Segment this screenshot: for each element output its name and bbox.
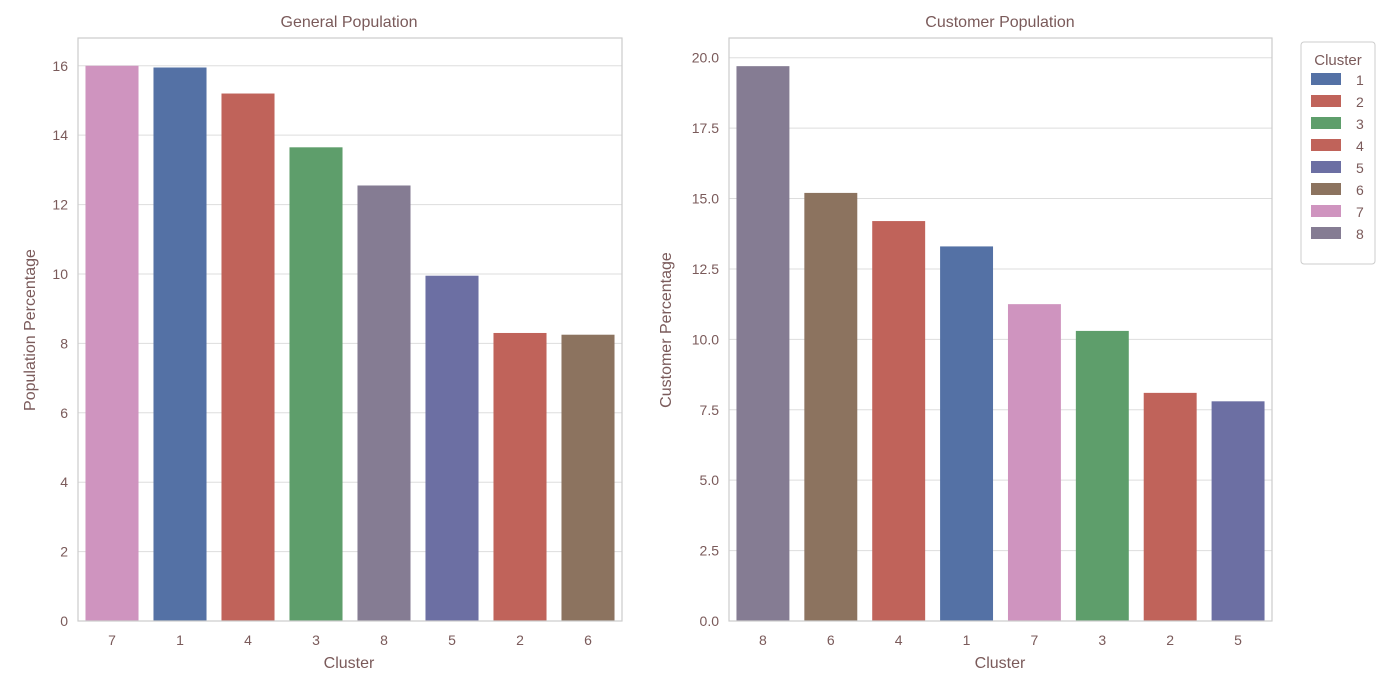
legend-swatch [1311, 205, 1341, 217]
y-tick-label: 14 [52, 127, 68, 143]
y-tick-label: 17.5 [692, 120, 719, 136]
x-tick-label: 5 [1234, 632, 1242, 648]
x-tick-label: 5 [448, 632, 456, 648]
bar-cluster-2 [493, 332, 547, 621]
y-tick-label: 8 [60, 335, 68, 351]
legend-swatch [1311, 95, 1341, 107]
legend-swatch [1311, 73, 1341, 85]
y-tick-label: 10.0 [692, 331, 719, 347]
bar-cluster-4 [872, 221, 926, 621]
x-axis-label: Cluster [324, 655, 375, 672]
y-tick-label: 0.0 [700, 613, 720, 629]
bar-cluster-5 [425, 275, 479, 621]
bar-cluster-7 [85, 65, 139, 621]
bar-cluster-7 [1007, 304, 1061, 621]
y-tick-label: 10 [52, 266, 68, 282]
bar-cluster-1 [940, 246, 994, 621]
y-axis-label: Customer Percentage [658, 252, 675, 408]
legend-entry-label: 2 [1356, 94, 1364, 110]
y-axis-label: Population Percentage [22, 249, 39, 411]
y-tick-label: 7.5 [700, 402, 720, 418]
chart-customer-population: Customer Population Cluster Customer Per… [658, 14, 1273, 672]
y-tick-label: 2.5 [700, 543, 720, 559]
bar-cluster-3 [1075, 330, 1129, 621]
chart-general-population: General Population Cluster Population Pe… [22, 14, 623, 672]
plot-frame [728, 37, 1273, 622]
bar-cluster-6 [804, 192, 858, 621]
x-tick-label: 8 [759, 632, 767, 648]
bar-cluster-5 [1211, 401, 1265, 621]
x-tick-label: 2 [516, 632, 524, 648]
legend-entry-label: 1 [1356, 72, 1364, 88]
x-tick-label: 1 [176, 632, 184, 648]
legend-swatch [1311, 117, 1341, 129]
y-tick-label: 0 [60, 613, 68, 629]
legend: Cluster 1 2 3 4 5 6 7 8 [1300, 41, 1376, 265]
y-tick-label: 6 [60, 405, 68, 421]
x-tick-label: 6 [827, 632, 835, 648]
bar-cluster-1 [153, 67, 207, 622]
bar-cluster-8 [736, 66, 790, 622]
bar-cluster-4 [221, 93, 275, 622]
legend-entry-label: 4 [1356, 138, 1364, 154]
bar-cluster-3 [289, 147, 343, 621]
x-tick-label: 7 [108, 632, 116, 648]
bar-cluster-6 [561, 334, 615, 621]
x-tick-label: 3 [1098, 632, 1106, 648]
x-axis-label: Cluster [975, 655, 1026, 672]
x-tick-label: 8 [380, 632, 388, 648]
chart-title: Customer Population [925, 14, 1074, 31]
x-tick-label: 3 [312, 632, 320, 648]
bar-cluster-8 [357, 185, 411, 622]
y-tick-label: 16 [52, 58, 68, 74]
y-tick-label: 2 [60, 544, 68, 560]
legend-entry-label: 8 [1356, 226, 1364, 242]
x-tick-label: 4 [895, 632, 903, 648]
legend-entry-label: 5 [1356, 160, 1364, 176]
legend-swatch [1311, 139, 1341, 151]
x-tick-label: 6 [584, 632, 592, 648]
plot-frame [77, 37, 623, 622]
y-tick-label: 15.0 [692, 191, 719, 207]
legend-entry-label: 7 [1356, 204, 1364, 220]
y-tick-label: 5.0 [700, 472, 720, 488]
legend-entry-label: 6 [1356, 182, 1364, 198]
legend-title: Cluster [1314, 52, 1362, 69]
legend-swatch [1311, 161, 1341, 173]
legend-swatch [1311, 227, 1341, 239]
y-tick-label: 12 [52, 197, 68, 213]
x-tick-label: 1 [963, 632, 971, 648]
bar-cluster-2 [1143, 392, 1197, 621]
y-tick-label: 12.5 [692, 261, 719, 277]
legend-swatch [1311, 183, 1341, 195]
x-tick-label: 2 [1166, 632, 1174, 648]
y-tick-label: 20.0 [692, 50, 719, 66]
x-tick-label: 7 [1031, 632, 1039, 648]
legend-entry-label: 3 [1356, 116, 1364, 132]
chart-title: General Population [281, 14, 418, 31]
y-tick-label: 4 [60, 474, 68, 490]
x-tick-label: 4 [244, 632, 252, 648]
